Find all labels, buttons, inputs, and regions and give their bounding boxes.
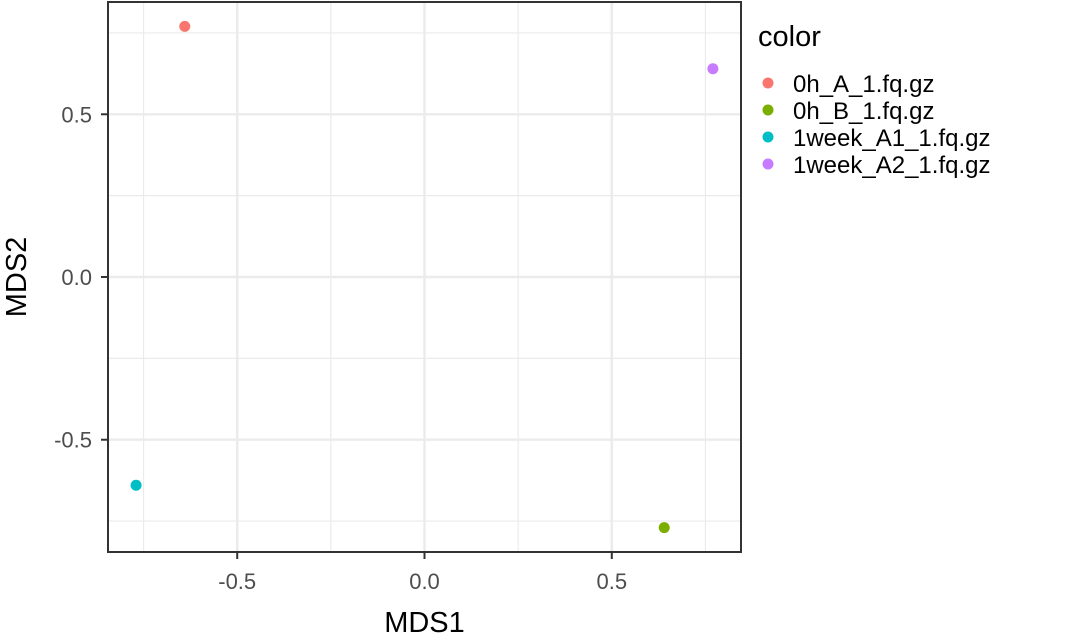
y-axis-title: MDS2 xyxy=(1,237,33,318)
x-axis-title: MDS1 xyxy=(384,607,465,639)
data-point xyxy=(707,63,719,75)
legend-label: 0h_A_1.fq.gz xyxy=(793,71,934,98)
x-tick-label: 0.0 xyxy=(409,569,440,594)
data-points xyxy=(130,20,719,534)
data-point xyxy=(130,479,142,491)
legend-label: 0h_B_1.fq.gz xyxy=(793,98,934,125)
y-tick-label: 0.5 xyxy=(61,102,92,127)
legend-key xyxy=(762,158,774,170)
legend-key xyxy=(762,77,774,89)
x-tick-label: -0.5 xyxy=(218,569,256,594)
legend: color 0h_A_1.fq.gz0h_B_1.fq.gz1week_A1_1… xyxy=(758,21,990,179)
x-tick-label: 0.5 xyxy=(596,569,627,594)
legend-label: 1week_A2_1.fq.gz xyxy=(793,152,990,179)
y-tick-label: 0.0 xyxy=(61,265,92,290)
legend-title: color xyxy=(758,21,821,53)
y-axis-ticks: -0.5 0.0 0.5 xyxy=(54,102,108,453)
y-tick-label: -0.5 xyxy=(54,428,92,453)
data-point xyxy=(658,522,670,534)
legend-label: 1week_A1_1.fq.gz xyxy=(793,125,990,152)
x-axis-ticks: -0.5 0.0 0.5 xyxy=(218,552,627,594)
legend-key xyxy=(762,131,774,143)
data-point xyxy=(179,20,191,32)
major-gridlines xyxy=(108,2,741,552)
legend-items: 0h_A_1.fq.gz0h_B_1.fq.gz1week_A1_1.fq.gz… xyxy=(762,71,990,179)
legend-key xyxy=(762,104,774,116)
